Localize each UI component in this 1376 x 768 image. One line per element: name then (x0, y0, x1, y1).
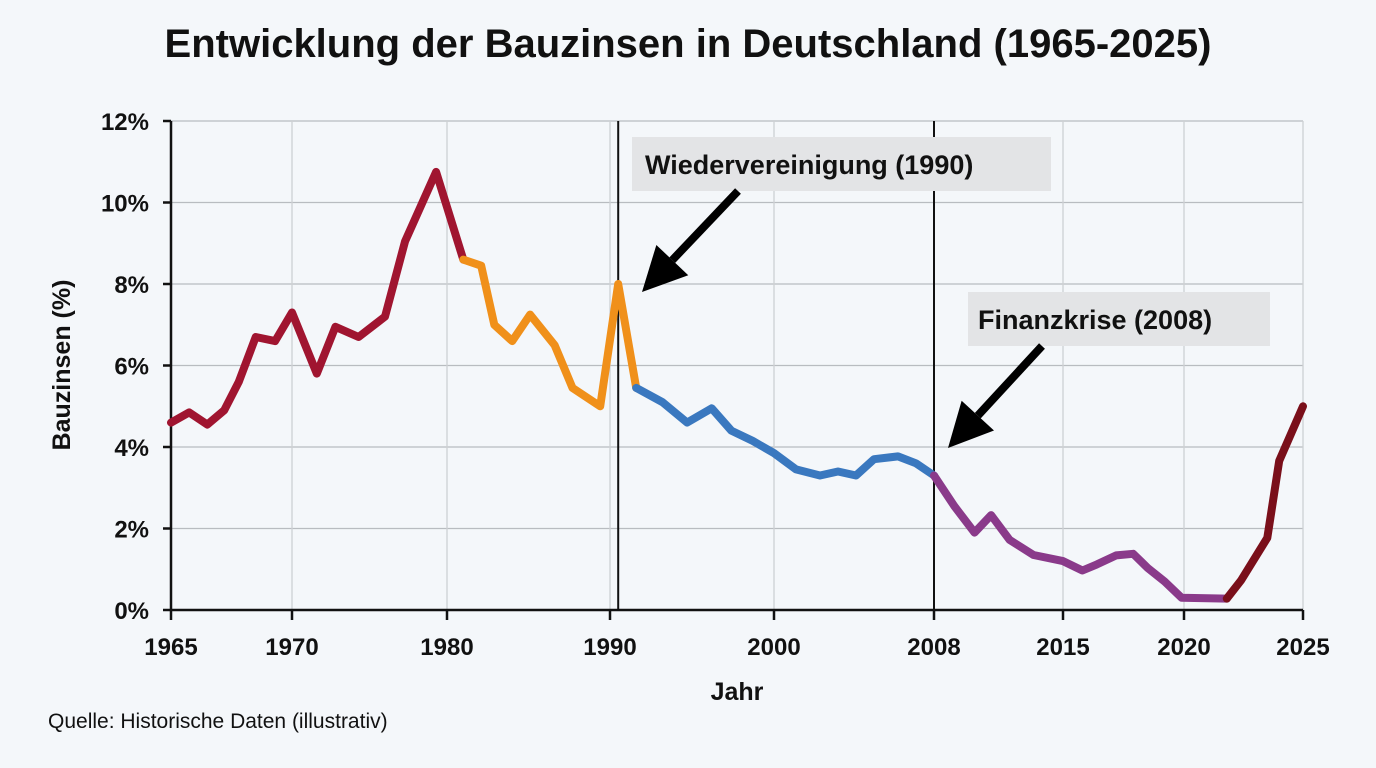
series-line-segment-2 (459, 255, 641, 411)
annotation-box (968, 292, 1270, 346)
annotation-arrow-head (948, 400, 994, 448)
y-tick-label: 8% (114, 272, 149, 299)
x-tick-label: 1980 (420, 634, 473, 661)
x-tick-label: 2000 (747, 634, 800, 661)
x-tick-label: 2025 (1276, 634, 1329, 661)
annotation-label: Finanzkrise (2008) (978, 305, 1212, 335)
x-tick-label: 2020 (1157, 634, 1210, 661)
source-note: Quelle: Historische Daten (illustrativ) (48, 710, 388, 733)
series-line-segment-4 (930, 471, 1231, 603)
y-tick-label: 2% (114, 517, 149, 544)
y-axis-label: Bauzinsen (%) (48, 280, 76, 451)
chart-title: Entwicklung der Bauzinsen in Deutschland… (164, 22, 1212, 66)
series-line-segment-3 (632, 383, 938, 480)
y-tick-label: 10% (101, 191, 149, 218)
annotation-label: Wiedervereinigung (1990) (645, 150, 973, 180)
x-axis-label: Jahr (711, 678, 764, 706)
annotation-arrow-shaft (669, 188, 741, 263)
x-tick-label: 1990 (583, 634, 636, 661)
y-tick-label: 12% (101, 109, 149, 136)
y-tick-label: 4% (114, 435, 149, 462)
y-tick-label: 0% (114, 598, 149, 625)
y-tick-label: 6% (114, 354, 149, 381)
annotation-arrow-head (642, 244, 689, 292)
annotation-box (632, 137, 1051, 191)
x-tick-label: 1965 (144, 634, 197, 661)
series-line-segment-1 (167, 167, 468, 429)
x-tick-label: 2015 (1036, 634, 1089, 661)
annotation-arrow-shaft (974, 343, 1045, 419)
x-tick-label: 1970 (265, 634, 318, 661)
x-tick-label: 2008 (907, 634, 960, 661)
series-line-segment-5 (1222, 402, 1307, 603)
